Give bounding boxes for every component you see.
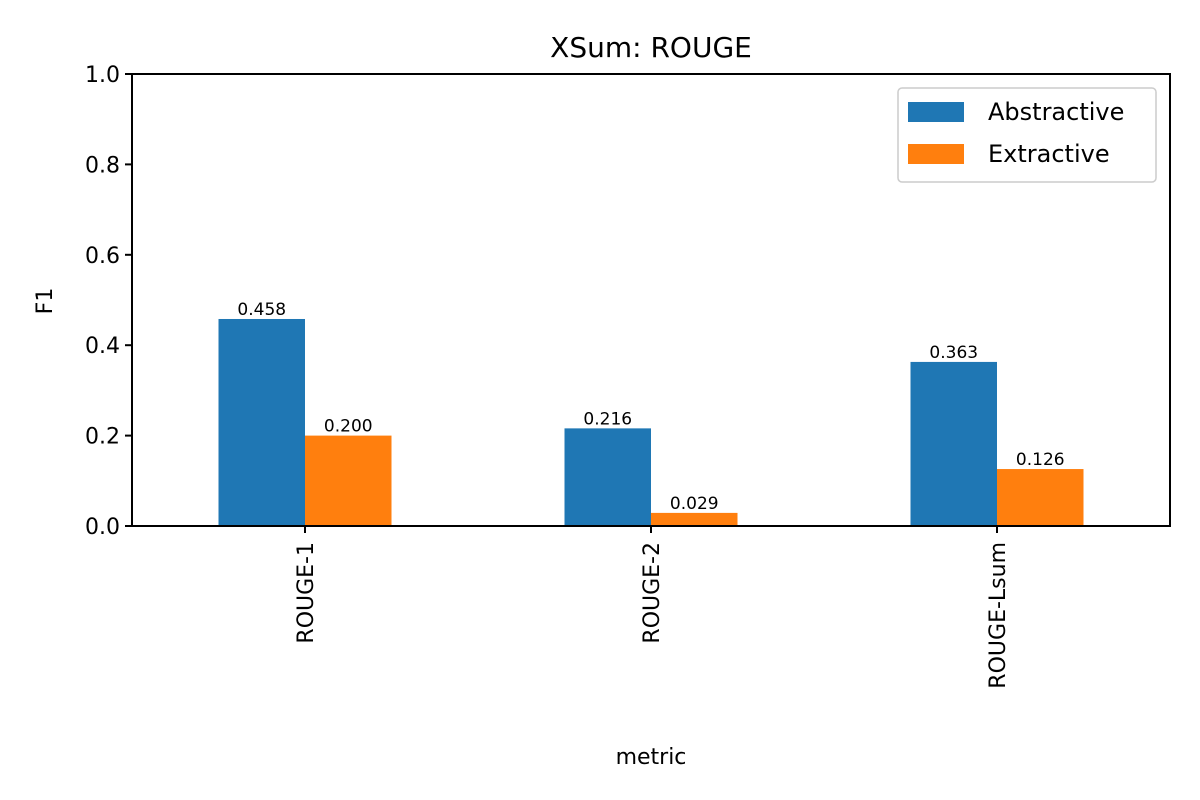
data-label: 0.216 [583, 409, 632, 429]
y-tick-label: 0.2 [85, 425, 120, 450]
x-tick-label: ROUGE-Lsum [986, 542, 1011, 689]
bar-extractive-rouge-2 [651, 512, 738, 526]
data-label: 0.126 [1016, 450, 1065, 470]
legend-swatch-abstractive [908, 102, 964, 122]
chart-title: XSum: ROUGE [550, 31, 752, 64]
x-axis-label: metric [616, 745, 687, 770]
plot-frame [131, 73, 1171, 527]
y-axis-label: F1 [33, 288, 58, 315]
legend-label-extractive: Extractive [988, 140, 1110, 168]
data-label: 0.200 [324, 417, 373, 437]
data-label: 0.458 [237, 300, 286, 320]
x-tick-label: ROUGE-2 [640, 542, 665, 644]
data-label: 0.029 [670, 494, 719, 514]
y-tick-label: 0.4 [85, 334, 120, 359]
legend: Abstractive Extractive [897, 87, 1157, 183]
y-tick-label: 0.0 [85, 515, 120, 540]
y-tick-label: 1.0 [85, 63, 120, 88]
plot-area: 0.0 0.2 0.4 0.6 0.8 1.0 ROUGE-1 0.458 0.200 ROUGE… [85, 63, 1084, 689]
x-tick-label: ROUGE-1 [294, 542, 319, 644]
bar-abstractive-rouge-2 [564, 428, 651, 526]
bar-extractive-rouge-1 [305, 435, 392, 526]
bar-abstractive-rouge-lsum [910, 361, 997, 526]
y-tick-label: 0.6 [85, 244, 120, 269]
bar-extractive-rouge-lsum [997, 469, 1084, 526]
legend-label-abstractive: Abstractive [988, 98, 1124, 126]
legend-swatch-extractive [908, 144, 964, 164]
bar-abstractive-rouge-1 [218, 318, 305, 526]
y-tick-label: 0.8 [85, 153, 120, 178]
data-label: 0.363 [929, 343, 978, 363]
